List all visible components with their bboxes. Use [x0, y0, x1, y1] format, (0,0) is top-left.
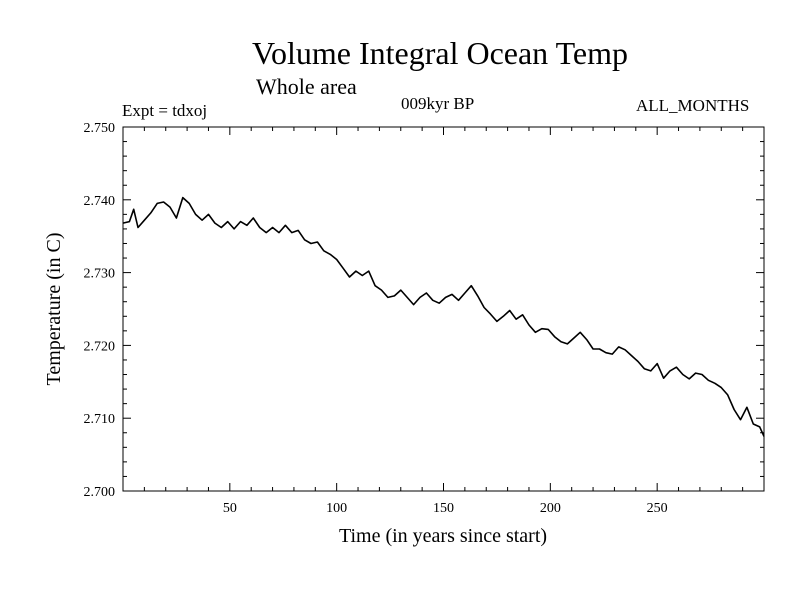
y-tick-label: 2.720 [84, 339, 116, 354]
experiment-label: Expt = tdxoj [122, 101, 208, 120]
y-tick-label: 2.750 [84, 121, 116, 136]
x-tick-label: 50 [223, 501, 237, 516]
months-label: ALL_MONTHS [636, 96, 750, 115]
y-tick-label: 2.740 [84, 194, 116, 209]
x-tick-label: 200 [540, 501, 561, 516]
y-tick-label: 2.700 [84, 485, 116, 500]
period-label: 009kyr BP [401, 94, 475, 113]
y-tick-label: 2.710 [84, 412, 116, 427]
y-axis-label: Temperature (in C) [43, 233, 65, 386]
chart-subtitle: Whole area [256, 74, 357, 99]
x-tick-label: 150 [433, 501, 454, 516]
x-tick-label: 100 [326, 501, 347, 516]
y-tick-label: 2.730 [84, 267, 116, 282]
chart-title: Volume Integral Ocean Temp [251, 35, 628, 71]
temperature-series-line [122, 196, 765, 437]
x-tick-label: 250 [647, 501, 668, 516]
ticks-layer: 50 100 150 200 250 2.700 2.710 2.720 2.730 2.740 2… [84, 121, 764, 516]
plot-frame [122, 126, 765, 492]
x-axis-label: Time (in years since start) [339, 525, 547, 547]
